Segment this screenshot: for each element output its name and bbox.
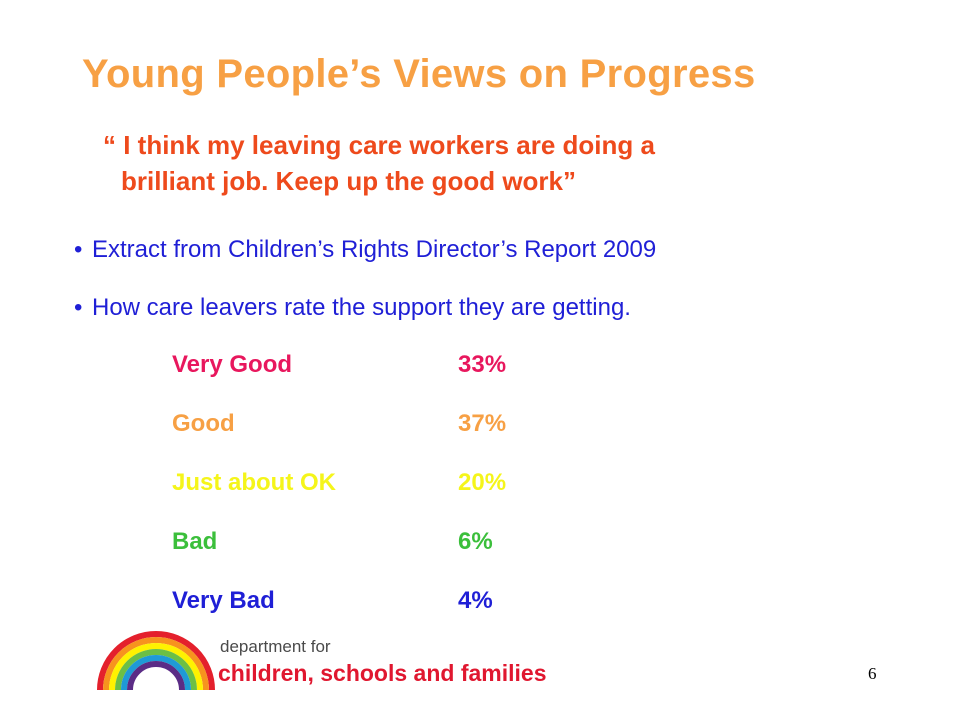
rating-row: Just about OK 20% xyxy=(172,462,506,521)
rainbow-logo-icon xyxy=(97,631,215,690)
ratings-table: Very Good 33% Good 37% Just about OK 20% Ba… xyxy=(172,344,506,639)
bullet-text: How care leavers rate the support they a… xyxy=(92,294,631,321)
rating-label: Very Bad xyxy=(172,587,275,614)
rating-label: Very Good xyxy=(172,351,293,378)
rating-value: 20% xyxy=(458,469,507,496)
rating-row: Very Good 33% xyxy=(172,344,506,403)
rating-label: Just about OK xyxy=(172,469,337,496)
bullet-item: • Extract from Children’s Rights Director… xyxy=(74,230,656,288)
quote-line-1: “ I think my leaving care workers are do… xyxy=(103,130,655,160)
rating-label: Bad xyxy=(172,528,218,555)
rainbow-arc xyxy=(103,637,209,690)
rainbow-arc xyxy=(115,649,197,690)
rating-value: 4% xyxy=(458,587,493,614)
logo-text-department: department for xyxy=(220,637,331,656)
rating-value: 33% xyxy=(458,351,507,378)
dcsf-logo: department for children, schools and fam… xyxy=(96,626,546,690)
slide-title: Young People’s Views on Progress xyxy=(82,52,756,96)
rating-row: Good 37% xyxy=(172,403,506,462)
logo-text-name: children, schools and families xyxy=(218,660,547,686)
rainbow-arc xyxy=(127,661,185,690)
rating-value: 37% xyxy=(458,410,507,437)
bullet-marker: • xyxy=(74,236,83,263)
rainbow-arc xyxy=(121,655,191,690)
rating-row: Bad 6% xyxy=(172,521,506,580)
page-number: 6 xyxy=(868,664,877,683)
quote-line-2: brilliant job. Keep up the good work” xyxy=(121,166,576,196)
rainbow-arc xyxy=(109,643,203,690)
bullet-item: • How care leavers rate the support they … xyxy=(74,288,656,346)
bullet-text: Extract from Children’s Rights Director’… xyxy=(92,236,657,263)
bullet-marker: • xyxy=(74,294,83,321)
bullet-list: • Extract from Children’s Rights Director… xyxy=(74,230,656,346)
quote: “ I think my leaving care workers are do… xyxy=(103,127,655,199)
rating-label: Good xyxy=(172,410,235,437)
rating-value: 6% xyxy=(458,528,493,555)
rating-row: Very Bad 4% xyxy=(172,580,506,639)
rainbow-arc xyxy=(97,631,215,690)
